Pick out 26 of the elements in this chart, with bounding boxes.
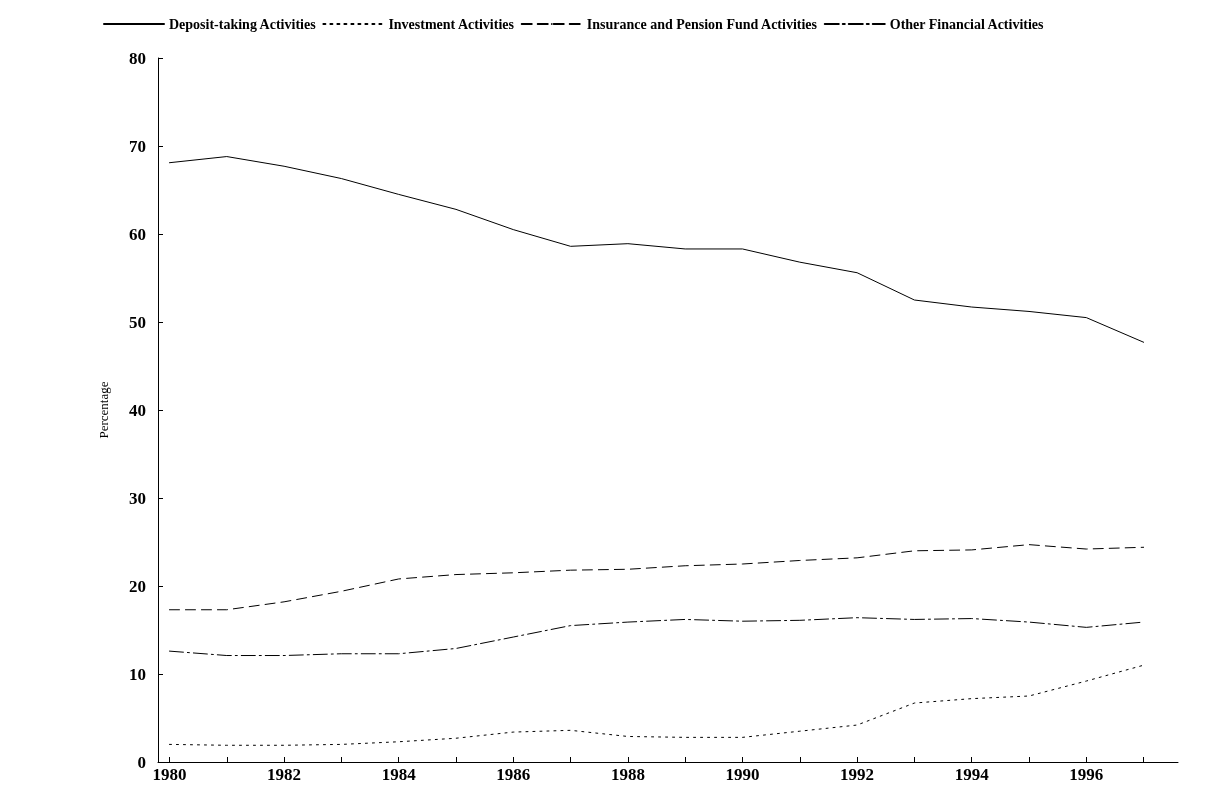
- y-tick-label: 10: [129, 664, 146, 684]
- x-tick-label: 1992: [840, 765, 875, 784]
- line-series: [168, 544, 1145, 611]
- legend-label: Deposit-taking Activities: [169, 16, 317, 32]
- line-series: [168, 664, 1145, 746]
- y-tick-label: 50: [129, 312, 146, 332]
- y-tick-label: 40: [129, 400, 146, 420]
- x-tick-label: 1982: [267, 765, 302, 784]
- y-tick-label: 0: [137, 752, 146, 772]
- x-tick-label: 1986: [496, 765, 531, 784]
- y-tick-label: 60: [129, 224, 146, 244]
- legend-label: Insurance and Pension Fund Activities: [586, 16, 818, 32]
- y-tick-label: 30: [129, 488, 146, 508]
- x-tick-label: 1994: [954, 765, 990, 784]
- y-tick-label: 80: [129, 48, 146, 68]
- legend-label: Investment Activities: [388, 16, 515, 32]
- x-tick-label: 1980: [152, 765, 187, 784]
- line-series: [168, 156, 1145, 343]
- x-tick-label: 1984: [381, 765, 417, 784]
- y-tick-label: 70: [129, 136, 146, 156]
- y-axis-title: Percentage: [96, 381, 111, 439]
- x-tick-label: 1990: [725, 765, 760, 784]
- y-tick-label: 20: [129, 576, 146, 596]
- legend-label: Other Financial Activities: [889, 16, 1045, 32]
- x-tick-label: 1988: [610, 765, 645, 784]
- x-tick-label: 1996: [1069, 765, 1104, 784]
